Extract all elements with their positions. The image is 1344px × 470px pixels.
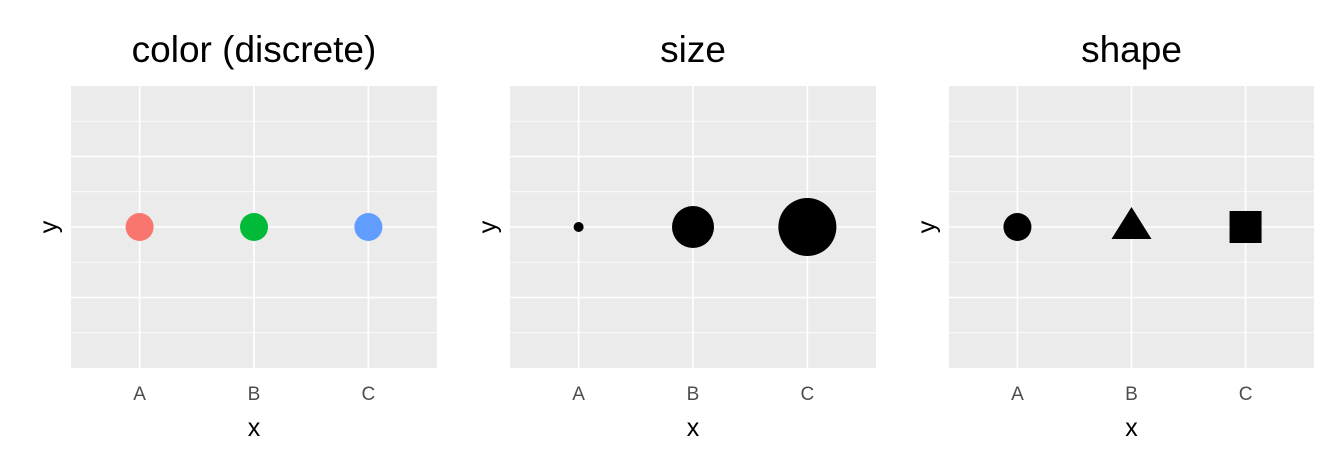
data-point-C — [354, 213, 383, 241]
data-point-B — [240, 213, 268, 241]
data-point-C — [1229, 211, 1262, 243]
x-axis-title: x — [1125, 414, 1138, 442]
y-axis-title: y — [35, 220, 63, 233]
chart-panel-2: size A B Cx y — [474, 29, 876, 442]
x-tick-label-C: C — [362, 384, 376, 405]
x-tick-label-C: C — [801, 384, 815, 405]
x-axis-title: x — [687, 414, 700, 442]
data-point-A — [1003, 213, 1032, 241]
x-tick-label-A: A — [133, 384, 146, 405]
x-tick-label-C: C — [1239, 384, 1253, 405]
y-axis-title: y — [474, 220, 502, 233]
data-point-A — [125, 213, 154, 241]
data-point-C — [778, 198, 837, 256]
x-axis-title: x — [248, 414, 261, 442]
chart-panel-3: shape A B Cx y — [913, 29, 1314, 442]
x-tick-label-B: B — [248, 384, 261, 405]
chart-title: shape — [1081, 29, 1182, 70]
x-tick-label-A: A — [1011, 384, 1024, 405]
chart-title: color (discrete) — [132, 29, 377, 70]
chart-title: size — [660, 29, 726, 70]
chart-panel-1: color (discrete) A B Cx y — [35, 29, 437, 442]
y-axis-title: y — [913, 220, 941, 233]
data-point-A — [573, 222, 584, 232]
x-tick-label-A: A — [572, 384, 585, 405]
data-point-B — [1111, 207, 1152, 239]
data-point-B — [672, 206, 714, 248]
x-tick-label-B: B — [1125, 384, 1138, 405]
x-tick-label-B: B — [687, 384, 700, 405]
